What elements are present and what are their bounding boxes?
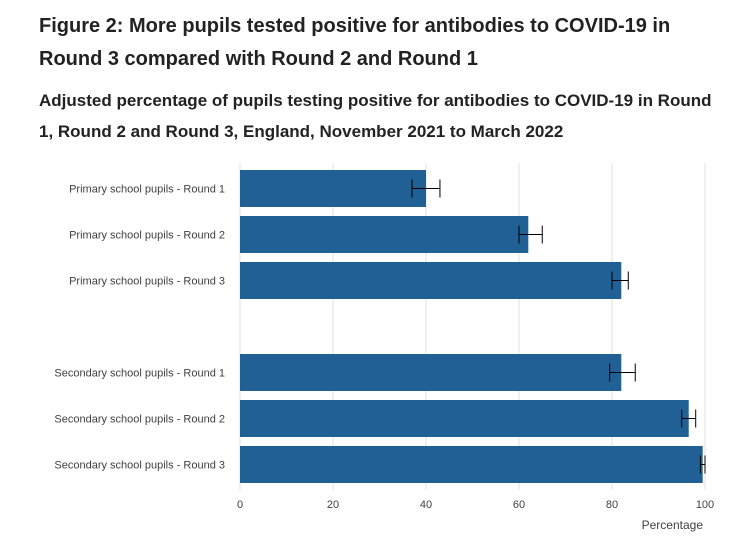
error-bar — [699, 455, 706, 474]
bar — [240, 400, 689, 437]
x-axis-title: Percentage — [642, 518, 704, 532]
category-label: Primary school pupils - Round 1 — [69, 184, 225, 196]
category-label: Secondary school pupils - Round 2 — [54, 414, 225, 426]
x-tick-label: 60 — [513, 499, 525, 511]
bar — [240, 354, 622, 391]
x-tick-label: 100 — [696, 499, 714, 511]
error-bar — [609, 363, 636, 382]
error-bar — [518, 225, 543, 244]
figure-subtitle: Adjusted percentage of pupils testing po… — [39, 91, 712, 141]
error-bar — [411, 179, 441, 198]
x-tick-label: 80 — [606, 499, 618, 511]
bar — [240, 216, 529, 253]
bar — [240, 446, 703, 483]
error-bar — [611, 271, 629, 290]
figure-title: Figure 2: More pupils tested positive fo… — [39, 15, 671, 70]
category-label: Secondary school pupils - Round 3 — [54, 460, 225, 472]
x-tick-label: 40 — [420, 499, 432, 511]
bars — [240, 170, 703, 483]
category-label: Primary school pupils - Round 2 — [69, 230, 225, 242]
error-bars — [411, 179, 706, 474]
x-tick-label: 20 — [327, 499, 339, 511]
bar — [240, 262, 622, 299]
category-label: Primary school pupils - Round 3 — [69, 276, 225, 288]
bar — [240, 170, 426, 207]
error-bar — [681, 409, 697, 428]
gridlines — [239, 163, 706, 490]
category-label: Secondary school pupils - Round 1 — [54, 368, 225, 380]
x-tick-label: 0 — [237, 499, 243, 511]
category-labels: Primary school pupils - Round 1 Primary s… — [54, 184, 225, 472]
x-axis-ticks: 0 20 40 60 80 100 — [237, 499, 714, 511]
